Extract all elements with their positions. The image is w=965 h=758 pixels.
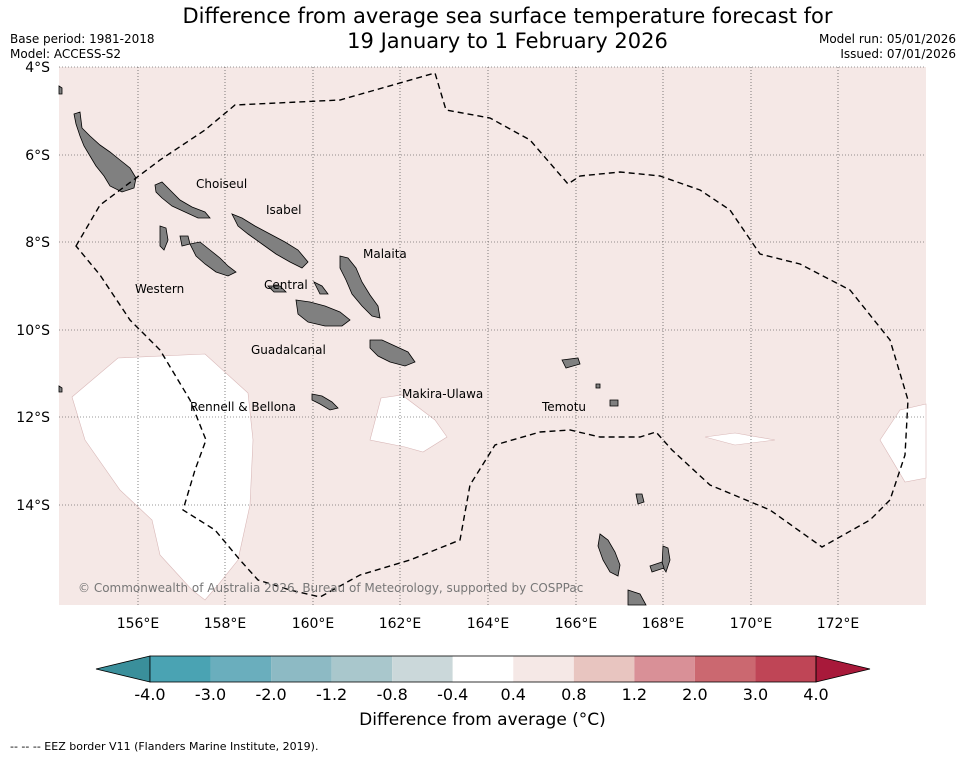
lon-label-168e: 168°E [642,616,685,632]
colorbar-segment [755,656,816,682]
island-small-5 [635,493,645,505]
lat-label-4s: 4°S [25,60,50,76]
province-label-rennell-bellona: Rennell & Bellona [190,400,296,414]
province-label-malaita: Malaita [363,247,407,261]
neutral-region-rennell [71,353,254,601]
province-label-western: Western [135,282,184,296]
colorbar-segment [210,656,272,682]
province-label-isabel: Isabel [266,203,301,217]
colorbar-segment [452,656,514,682]
island-vella [159,225,169,251]
colorbar-tick-label: 3.0 [743,685,768,704]
island-guadalcanal [295,299,351,327]
title-line-2: 19 January to 1 February 2026 [347,29,668,53]
lon-label-172e: 172°E [817,616,860,632]
colorbar-segment [694,656,756,682]
colorbar-tick-label: -2.0 [255,685,286,704]
lat-label-12s: 12°S [16,410,50,426]
island-small-4 [609,399,619,407]
colorbar-title: Difference from average (°C) [359,710,606,730]
island-western-north [73,111,137,193]
province-label-makira-ulawa: Makira-Ulawa [402,387,483,401]
island-small-3 [595,383,601,389]
colorbar-tick-label: 0.4 [501,685,526,704]
island-vanuatu-4 [627,589,647,606]
island-malaita [339,255,381,319]
island-new-georgia [189,241,237,277]
lon-label-170e: 170°E [730,616,773,632]
lon-label-162e: 162°E [379,616,422,632]
islands [58,85,671,606]
colorbar-tick-label: -4.0 [134,685,165,704]
lon-label-166e: 166°E [555,616,598,632]
island-central [267,285,287,293]
island-small-1 [179,235,191,247]
lat-label-10s: 10°S [16,323,50,339]
lon-label-156e: 156°E [117,616,160,632]
island-vanuatu-1 [597,533,621,577]
neutral-region-east [704,432,776,446]
colorbar-tick-label: -0.4 [437,685,468,704]
colorbar-tick-label: 0.8 [561,685,586,704]
island-small-2 [313,281,329,295]
colorbar-segment [634,656,695,682]
island-rennell [311,393,339,411]
map-title: Difference from average sea surface temp… [150,4,865,54]
colorbar-tick-label: 4.0 [803,685,828,704]
island-edge [58,85,63,95]
island-santa-cruz [561,357,581,369]
colorbar-extend-low [95,655,151,683]
colorbar-tick-label: -3.0 [195,685,226,704]
colorbar-segment [271,656,332,682]
colorbar-tick-label: 1.2 [622,685,647,704]
issued-date: Issued: 07/01/2026 [840,47,956,61]
province-label-temotu: Temotu [541,400,586,414]
colorbar-tick-label: 2.0 [682,685,707,704]
island-makira [369,339,416,367]
meta-right: Model run: 05/01/2026 Issued: 07/01/2026 [819,32,956,62]
eez-legend-note: -- -- -- EEZ border V11 (Flanders Marine… [10,740,319,753]
colorbar-tick-label: -0.8 [377,685,408,704]
province-label-central: Central [264,278,308,292]
colorbar-segment [392,656,453,682]
lat-label-8s: 8°S [25,235,50,251]
neutral-region-far-east [879,403,927,483]
island-isabel [231,213,309,269]
model-name: Model: ACCESS-S2 [10,47,122,61]
colorbar-tick-label: -1.2 [316,685,347,704]
colorbar: -4.0 -3.0 -2.0 -1.2 -0.8 -0.4 0.4 0.8 1.2 2.0 3.0 4… [95,655,871,704]
province-label-choiseul: Choiseul [196,177,247,191]
colorbar-segment [513,656,574,682]
lon-label-158e: 158°E [204,616,247,632]
base-period: Base period: 1981-2018 [10,32,155,46]
neutral-region-makira [369,394,448,453]
title-line-1: Difference from average sea surface temp… [182,4,833,28]
colorbar-segment [150,656,211,682]
province-label-guadalcanal: Guadalcanal [251,343,326,357]
colorbar-extend-high [815,655,871,683]
lat-label-6s: 6°S [25,148,50,164]
gridlines [59,66,926,605]
colorbar-segment [573,656,635,682]
colorbar-frame [149,655,817,683]
island-edge-2 [58,385,63,393]
meta-left: Base period: 1981-2018 Model: ACCESS-S2 [10,32,155,62]
colorbar-segment [331,656,393,682]
copyright-notice: © Commonwealth of Australia 2026, Bureau… [78,581,583,595]
island-choiseul [154,181,211,219]
lon-label-160e: 160°E [292,616,335,632]
island-vanuatu-3 [649,561,665,573]
lon-label-164e: 164°E [467,616,510,632]
model-run: Model run: 05/01/2026 [818,32,956,46]
eez-border [75,72,909,598]
lat-label-14s: 14°S [16,498,50,514]
